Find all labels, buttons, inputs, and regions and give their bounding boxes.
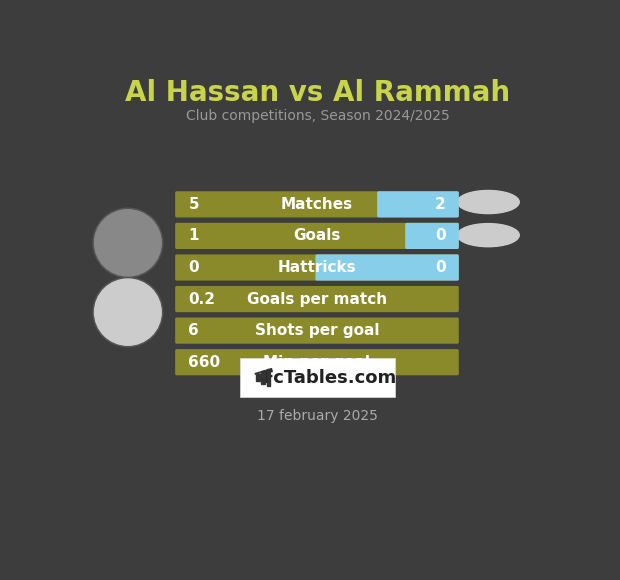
FancyBboxPatch shape (175, 317, 459, 344)
Text: 0: 0 (188, 260, 199, 275)
FancyBboxPatch shape (175, 349, 459, 375)
FancyBboxPatch shape (175, 286, 459, 312)
FancyBboxPatch shape (407, 224, 412, 248)
Text: Al Hassan vs Al Rammah: Al Hassan vs Al Rammah (125, 79, 510, 107)
FancyBboxPatch shape (175, 191, 459, 218)
Text: Goals: Goals (293, 229, 340, 244)
Text: 5: 5 (188, 197, 199, 212)
Circle shape (94, 210, 161, 276)
FancyBboxPatch shape (241, 358, 396, 397)
Text: Matches: Matches (281, 197, 353, 212)
Text: Hattricks: Hattricks (278, 260, 356, 275)
Text: 0: 0 (435, 260, 446, 275)
Circle shape (93, 208, 162, 277)
FancyBboxPatch shape (377, 191, 459, 218)
Bar (261, 371, 265, 384)
FancyBboxPatch shape (316, 255, 459, 281)
Text: 6: 6 (188, 323, 199, 338)
FancyBboxPatch shape (175, 255, 459, 281)
Ellipse shape (458, 190, 520, 213)
Text: Goals per match: Goals per match (247, 292, 387, 307)
Text: Club competitions, Season 2024/2025: Club competitions, Season 2024/2025 (186, 109, 450, 123)
Circle shape (94, 279, 161, 345)
Text: Min per goal: Min per goal (264, 355, 371, 369)
Text: FcTables.com: FcTables.com (262, 369, 397, 387)
Text: 1: 1 (188, 229, 199, 244)
Text: 660: 660 (188, 355, 221, 369)
Text: 17 february 2025: 17 february 2025 (257, 409, 378, 423)
Text: 0.2: 0.2 (188, 292, 215, 307)
Bar (267, 369, 270, 386)
Text: 2: 2 (435, 197, 446, 212)
Text: Shots per goal: Shots per goal (255, 323, 379, 338)
FancyBboxPatch shape (379, 193, 383, 216)
Text: 0: 0 (435, 229, 446, 244)
FancyBboxPatch shape (175, 223, 459, 249)
FancyBboxPatch shape (405, 223, 459, 249)
Ellipse shape (458, 224, 520, 246)
Circle shape (93, 277, 162, 347)
Bar (255, 374, 260, 382)
FancyBboxPatch shape (317, 256, 322, 279)
